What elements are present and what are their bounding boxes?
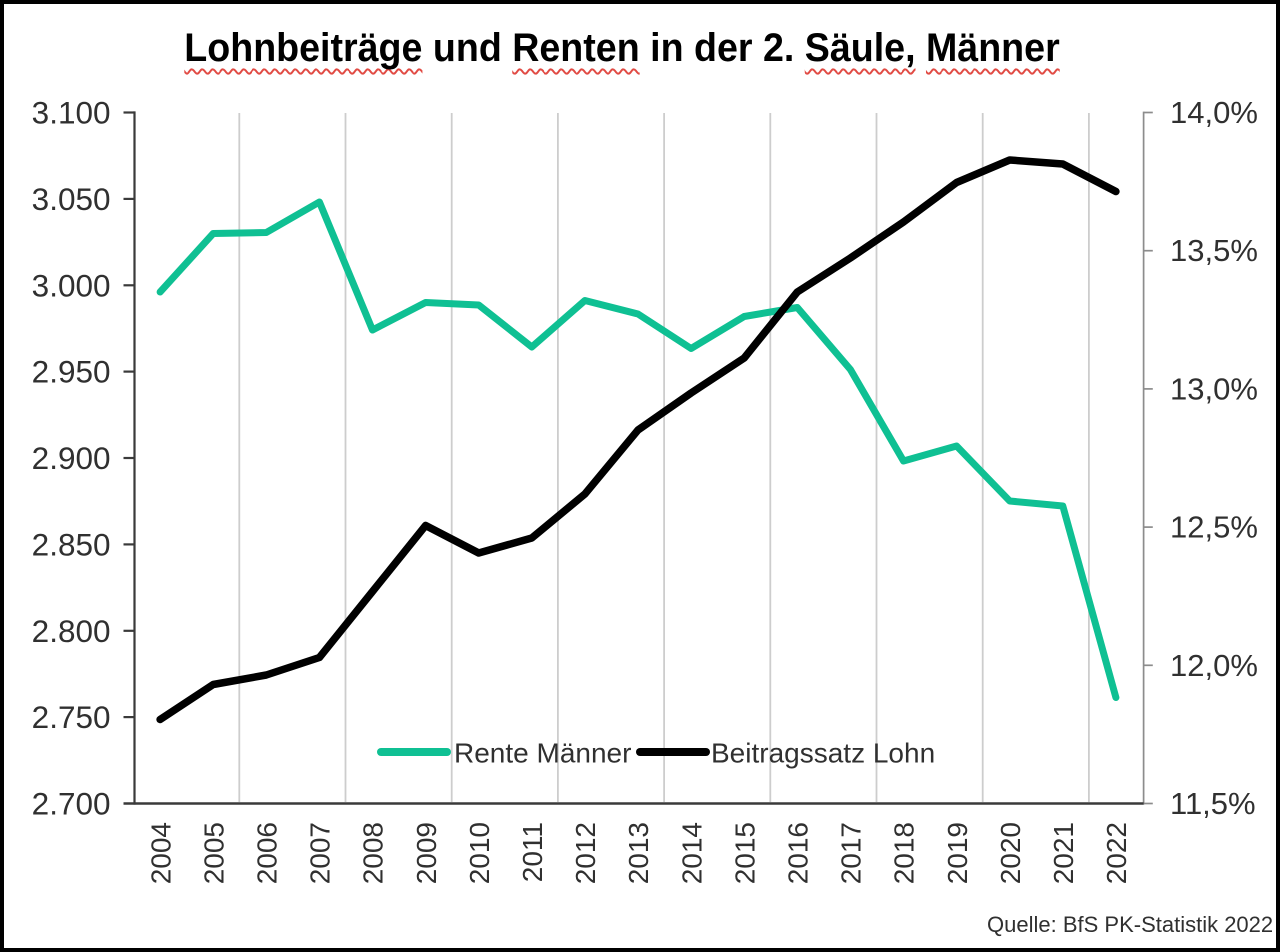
svg-text:14,0%: 14,0% — [1170, 95, 1258, 130]
svg-text:3.100: 3.100 — [32, 95, 111, 131]
svg-text:3.050: 3.050 — [32, 181, 111, 217]
svg-text:2017: 2017 — [836, 822, 867, 884]
svg-text:2008: 2008 — [358, 822, 389, 884]
svg-text:13,0%: 13,0% — [1170, 371, 1258, 406]
svg-text:2021: 2021 — [1048, 822, 1079, 884]
svg-text:2.800: 2.800 — [32, 613, 111, 649]
svg-text:2019: 2019 — [942, 822, 973, 884]
svg-text:2006: 2006 — [252, 822, 283, 884]
svg-text:Quelle: BfS PK-Statistik 2022: Quelle: BfS PK-Statistik 2022 — [987, 912, 1273, 937]
svg-text:2016: 2016 — [783, 822, 814, 884]
svg-text:11,5%: 11,5% — [1170, 786, 1256, 821]
svg-text:2.700: 2.700 — [32, 786, 111, 822]
svg-text:Beitragssatz Lohn: Beitragssatz Lohn — [711, 738, 935, 769]
svg-text:2.950: 2.950 — [32, 354, 111, 390]
svg-text:12,5%: 12,5% — [1170, 510, 1258, 545]
svg-text:2018: 2018 — [889, 822, 920, 884]
svg-text:2007: 2007 — [305, 822, 336, 884]
svg-text:2020: 2020 — [995, 822, 1026, 884]
svg-text:13,5%: 13,5% — [1170, 233, 1258, 268]
svg-text:3.000: 3.000 — [32, 267, 111, 303]
svg-text:2.900: 2.900 — [32, 440, 111, 476]
svg-text:2013: 2013 — [623, 822, 654, 884]
svg-text:2.750: 2.750 — [32, 699, 111, 735]
svg-text:2005: 2005 — [198, 822, 229, 884]
svg-text:2015: 2015 — [729, 822, 760, 884]
svg-text:12,0%: 12,0% — [1170, 648, 1258, 683]
svg-text:2010: 2010 — [464, 822, 495, 884]
svg-text:2.850: 2.850 — [32, 526, 111, 562]
svg-text:2004: 2004 — [145, 822, 176, 884]
svg-text:2014: 2014 — [676, 822, 707, 884]
svg-text:2022: 2022 — [1101, 822, 1132, 884]
svg-text:2011: 2011 — [517, 822, 548, 882]
svg-text:2009: 2009 — [411, 822, 442, 884]
svg-text:2012: 2012 — [570, 822, 601, 884]
svg-text:Rente Männer: Rente Männer — [454, 738, 631, 769]
